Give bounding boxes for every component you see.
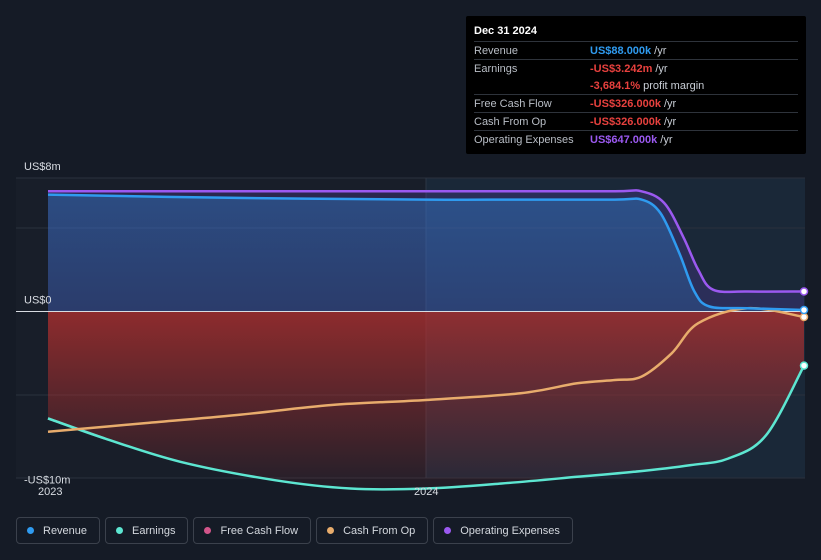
tooltip-value: -US$3.242m bbox=[590, 62, 653, 75]
tooltip-value: -US$326.000k bbox=[590, 97, 661, 110]
earnings-line[interactable] bbox=[47, 365, 806, 491]
tooltip-unit: /yr bbox=[663, 97, 677, 110]
revenue-area bbox=[48, 194, 804, 312]
tooltip-row-operating-expenses: Operating Expenses US$647.000k /yr bbox=[474, 130, 798, 148]
cash-from-op-line[interactable] bbox=[47, 306, 805, 433]
revenue-line[interactable] bbox=[47, 193, 805, 312]
tooltip-unit: /yr bbox=[654, 44, 667, 57]
earnings-end-point[interactable] bbox=[799, 361, 809, 370]
tooltip-unit: /yr bbox=[655, 62, 668, 75]
cash-from-op-end-point[interactable] bbox=[799, 312, 809, 322]
legend-item-earnings[interactable]: Earnings bbox=[105, 517, 189, 544]
legend-dot-icon bbox=[204, 527, 212, 534]
legend: Revenue Earnings Free Cash Flow Cash Fro… bbox=[16, 517, 573, 544]
x-tick-label-2024: 2024 bbox=[414, 486, 438, 498]
operating-expenses-end-point[interactable] bbox=[799, 287, 809, 296]
legend-dot-icon bbox=[116, 527, 124, 534]
tooltip-row-revenue: Revenue US$88.000k /yr bbox=[474, 41, 798, 59]
legend-label: Revenue bbox=[43, 524, 88, 537]
tooltip-label: Free Cash Flow bbox=[474, 97, 552, 110]
legend-item-cash-from-op[interactable]: Cash From Op bbox=[316, 517, 429, 544]
legend-dot-icon bbox=[444, 527, 452, 534]
tooltip-label: Revenue bbox=[474, 44, 519, 57]
tooltip-row-earnings: Earnings -US$3.242m /yr bbox=[474, 59, 798, 77]
tooltip-label: Operating Expenses bbox=[474, 133, 574, 146]
revenue-end-point[interactable] bbox=[799, 305, 809, 315]
legend-dot-icon bbox=[327, 527, 335, 534]
y-tick-label-bottom: -US$10m bbox=[24, 475, 70, 487]
tooltip-row-profit-margin: -3,684.1% profit margin bbox=[474, 77, 798, 94]
y-tick-label-top: US$8m bbox=[24, 161, 61, 173]
legend-item-revenue[interactable]: Revenue bbox=[16, 517, 101, 544]
legend-item-free-cash-flow[interactable]: Free Cash Flow bbox=[193, 517, 312, 544]
tooltip-unit: /yr bbox=[660, 133, 673, 146]
tooltip-label: Earnings bbox=[474, 62, 518, 75]
legend-item-operating-expenses[interactable]: Operating Expenses bbox=[433, 517, 573, 544]
legend-label: Earnings bbox=[132, 524, 176, 537]
tooltip-label: Cash From Op bbox=[474, 115, 547, 128]
x-tick-label-2023: 2023 bbox=[38, 486, 62, 498]
tooltip-value: -3,684.1% bbox=[590, 79, 641, 92]
tooltip-row-cash-from-op: Cash From Op -US$326.000k /yr bbox=[474, 112, 798, 130]
y-tick-label-zero: US$0 bbox=[24, 295, 52, 307]
tooltip-panel: Dec 31 2024 Revenue US$88.000k /yr Earni… bbox=[466, 16, 806, 154]
tooltip-date: Dec 31 2024 bbox=[474, 25, 537, 37]
tooltip-value: US$88.000k bbox=[590, 44, 652, 57]
tooltip-unit: /yr bbox=[663, 115, 677, 128]
operating-expenses-line[interactable] bbox=[48, 189, 805, 294]
tooltip-row-free-cash-flow: Free Cash Flow -US$326.000k /yr bbox=[474, 94, 798, 112]
chart-canvas: US$8m US$0 -US$10m 2023 2024 bbox=[16, 161, 809, 498]
legend-dot-icon bbox=[27, 527, 34, 534]
legend-label: Operating Expenses bbox=[460, 524, 560, 537]
legend-label: Cash From Op bbox=[343, 524, 416, 537]
tooltip-unit: profit margin bbox=[643, 79, 705, 92]
legend-label: Free Cash Flow bbox=[220, 524, 299, 537]
tooltip-value: -US$326.000k bbox=[590, 115, 661, 128]
tooltip-value: US$647.000k bbox=[590, 133, 658, 146]
